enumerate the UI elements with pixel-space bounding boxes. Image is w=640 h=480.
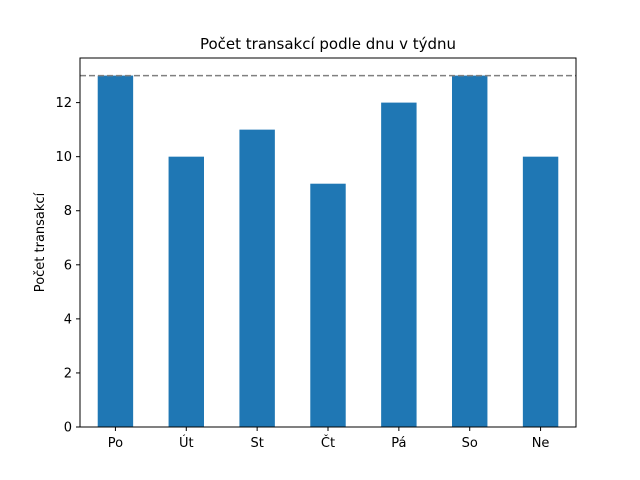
x-tick-label-3: Čt [321, 435, 335, 451]
x-tick-label-4: Pá [391, 436, 406, 451]
x-axis-ticks: Po Út St Čt Pá So Ne [108, 427, 550, 451]
bars-layer [97, 75, 559, 428]
y-tick-label-3: 6 [64, 258, 72, 273]
y-tick-label-2: 4 [64, 312, 72, 327]
bar-5 [452, 75, 488, 428]
y-axis-ticks: 0 2 4 6 8 10 12 [55, 96, 80, 436]
bar-6 [522, 156, 559, 427]
bar-1 [168, 156, 204, 427]
bar-2 [239, 129, 275, 427]
x-tick-label-6: Ne [532, 436, 550, 451]
x-tick-label-5: So [462, 436, 478, 451]
y-axis-label: Počet transakcí [33, 192, 48, 292]
y-tick-label-6: 12 [55, 96, 72, 111]
bar-0 [97, 75, 134, 428]
x-tick-label-2: St [250, 436, 263, 451]
x-tick-label-0: Po [108, 436, 123, 451]
y-tick-label-5: 10 [55, 150, 72, 165]
chart-title: Počet transakcí podle dnu v týdnu [200, 35, 456, 53]
y-tick-label-0: 0 [64, 421, 72, 436]
bar-4 [381, 102, 417, 427]
y-tick-label-4: 8 [64, 204, 72, 219]
y-tick-label-1: 2 [64, 366, 72, 381]
bar-3 [310, 183, 346, 427]
x-tick-label-1: Út [179, 435, 194, 451]
